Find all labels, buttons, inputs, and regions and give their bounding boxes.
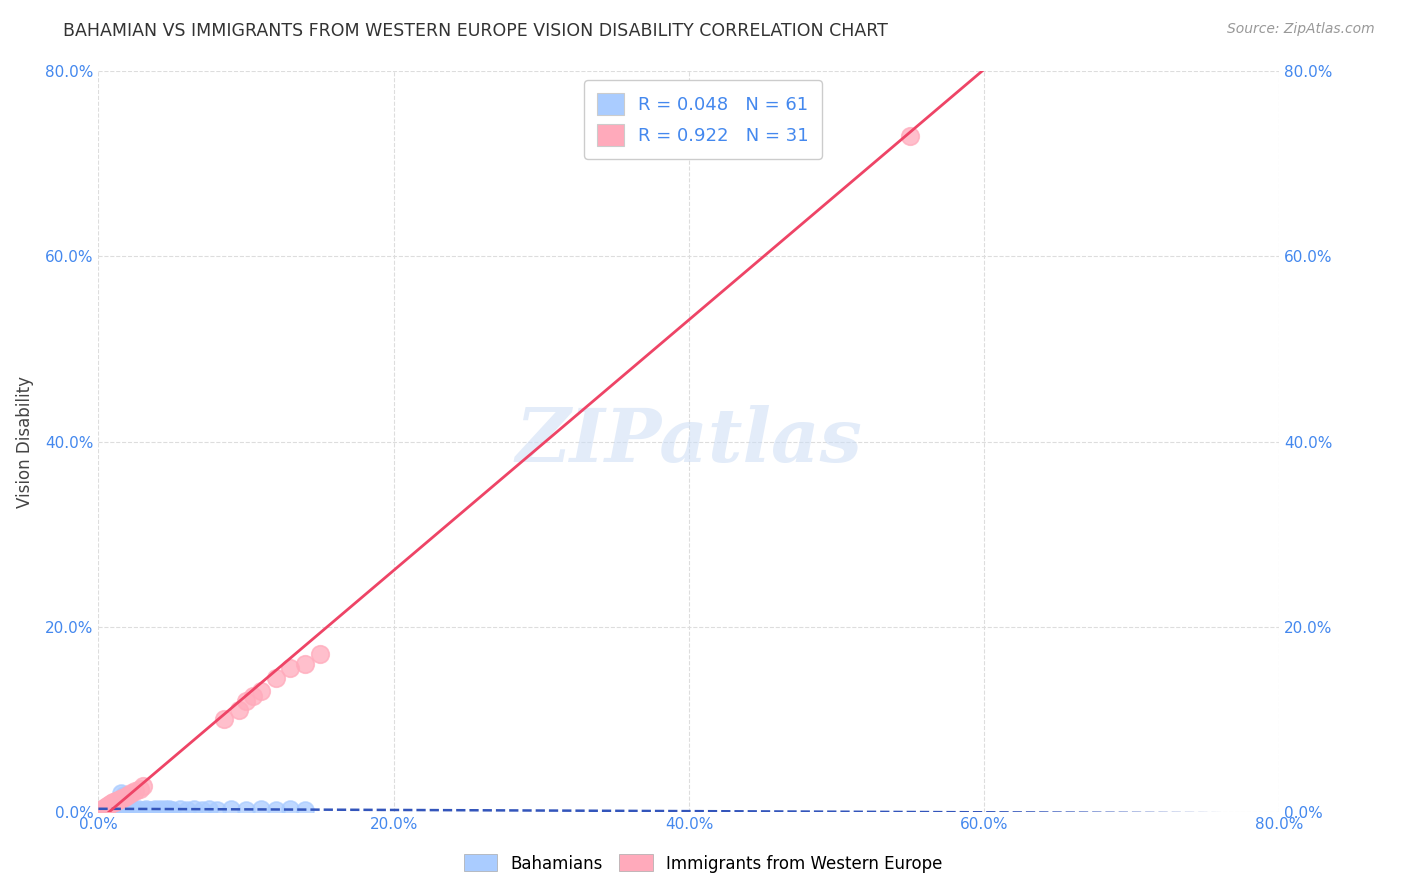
Point xyxy=(162,803,183,817)
Point xyxy=(97,802,120,816)
Point xyxy=(146,803,169,817)
Point xyxy=(205,803,228,817)
Point xyxy=(97,798,120,813)
Point xyxy=(105,803,128,817)
Point xyxy=(264,671,287,685)
Point xyxy=(105,794,128,808)
Point xyxy=(294,657,316,671)
Point xyxy=(103,802,125,816)
Point xyxy=(250,684,273,698)
Point xyxy=(149,802,172,816)
Point xyxy=(169,802,191,816)
Point xyxy=(111,803,134,817)
Point xyxy=(118,802,141,816)
Point xyxy=(94,802,117,816)
Point xyxy=(117,788,139,802)
Text: Source: ZipAtlas.com: Source: ZipAtlas.com xyxy=(1227,22,1375,37)
Point xyxy=(104,803,127,817)
Point xyxy=(89,804,111,818)
Point xyxy=(124,803,146,817)
Point xyxy=(212,712,235,726)
Point xyxy=(110,786,132,800)
Point xyxy=(91,803,114,817)
Point xyxy=(128,781,150,796)
Point xyxy=(139,803,162,817)
Point xyxy=(112,802,135,816)
Point xyxy=(117,803,139,817)
Point xyxy=(98,802,121,816)
Point xyxy=(90,804,112,818)
Point xyxy=(96,803,118,817)
Point xyxy=(132,779,155,793)
Y-axis label: Vision Disability: Vision Disability xyxy=(15,376,34,508)
Point xyxy=(93,802,115,816)
Point xyxy=(103,803,125,817)
Point xyxy=(114,803,136,817)
Point xyxy=(112,788,135,802)
Point xyxy=(107,802,129,816)
Point xyxy=(108,803,131,817)
Point xyxy=(157,802,180,816)
Point xyxy=(132,803,155,817)
Point xyxy=(100,802,122,816)
Point xyxy=(153,803,176,817)
Point xyxy=(235,803,257,817)
Point xyxy=(264,803,287,817)
Point xyxy=(110,791,132,805)
Point xyxy=(198,802,221,816)
Point xyxy=(94,800,117,814)
Point xyxy=(278,661,302,675)
Point xyxy=(294,803,316,817)
Point xyxy=(111,790,134,805)
Point xyxy=(91,802,114,816)
Point xyxy=(104,802,127,816)
Point xyxy=(278,802,302,816)
Point xyxy=(242,689,264,703)
Point xyxy=(107,803,129,817)
Point xyxy=(98,803,121,817)
Text: BAHAMIAN VS IMMIGRANTS FROM WESTERN EUROPE VISION DISABILITY CORRELATION CHART: BAHAMIAN VS IMMIGRANTS FROM WESTERN EURO… xyxy=(63,22,889,40)
Point xyxy=(96,799,118,814)
Point xyxy=(309,648,332,662)
Point xyxy=(235,694,257,708)
Point xyxy=(135,802,157,816)
Point xyxy=(90,803,112,817)
Point xyxy=(124,784,146,798)
Point xyxy=(107,793,129,807)
Point xyxy=(114,789,136,804)
Legend: R = 0.048   N = 61, R = 0.922   N = 31: R = 0.048 N = 61, R = 0.922 N = 31 xyxy=(585,80,821,159)
Text: ZIPatlas: ZIPatlas xyxy=(516,405,862,478)
Point xyxy=(143,802,166,816)
Point xyxy=(89,804,111,818)
Point xyxy=(228,703,250,717)
Point xyxy=(121,802,143,816)
Point xyxy=(90,803,112,817)
Point xyxy=(103,796,125,810)
Point xyxy=(93,801,115,815)
Point xyxy=(105,802,128,816)
Point xyxy=(191,803,214,817)
Point xyxy=(153,802,176,816)
Point xyxy=(127,802,149,816)
Point xyxy=(120,803,142,817)
Point xyxy=(176,803,198,817)
Point xyxy=(100,797,122,811)
Point xyxy=(115,802,138,816)
Point xyxy=(97,803,120,817)
Point xyxy=(110,802,132,816)
Point xyxy=(94,803,117,817)
Point xyxy=(120,786,142,800)
Point xyxy=(91,802,114,816)
Point xyxy=(900,129,922,144)
Point xyxy=(93,803,115,817)
Point xyxy=(104,795,127,809)
Point xyxy=(96,802,118,816)
Legend: Bahamians, Immigrants from Western Europe: Bahamians, Immigrants from Western Europ… xyxy=(457,847,949,880)
Point xyxy=(219,802,242,816)
Point xyxy=(98,797,121,812)
Point xyxy=(250,802,273,816)
Point xyxy=(100,803,122,817)
Point xyxy=(183,802,205,816)
